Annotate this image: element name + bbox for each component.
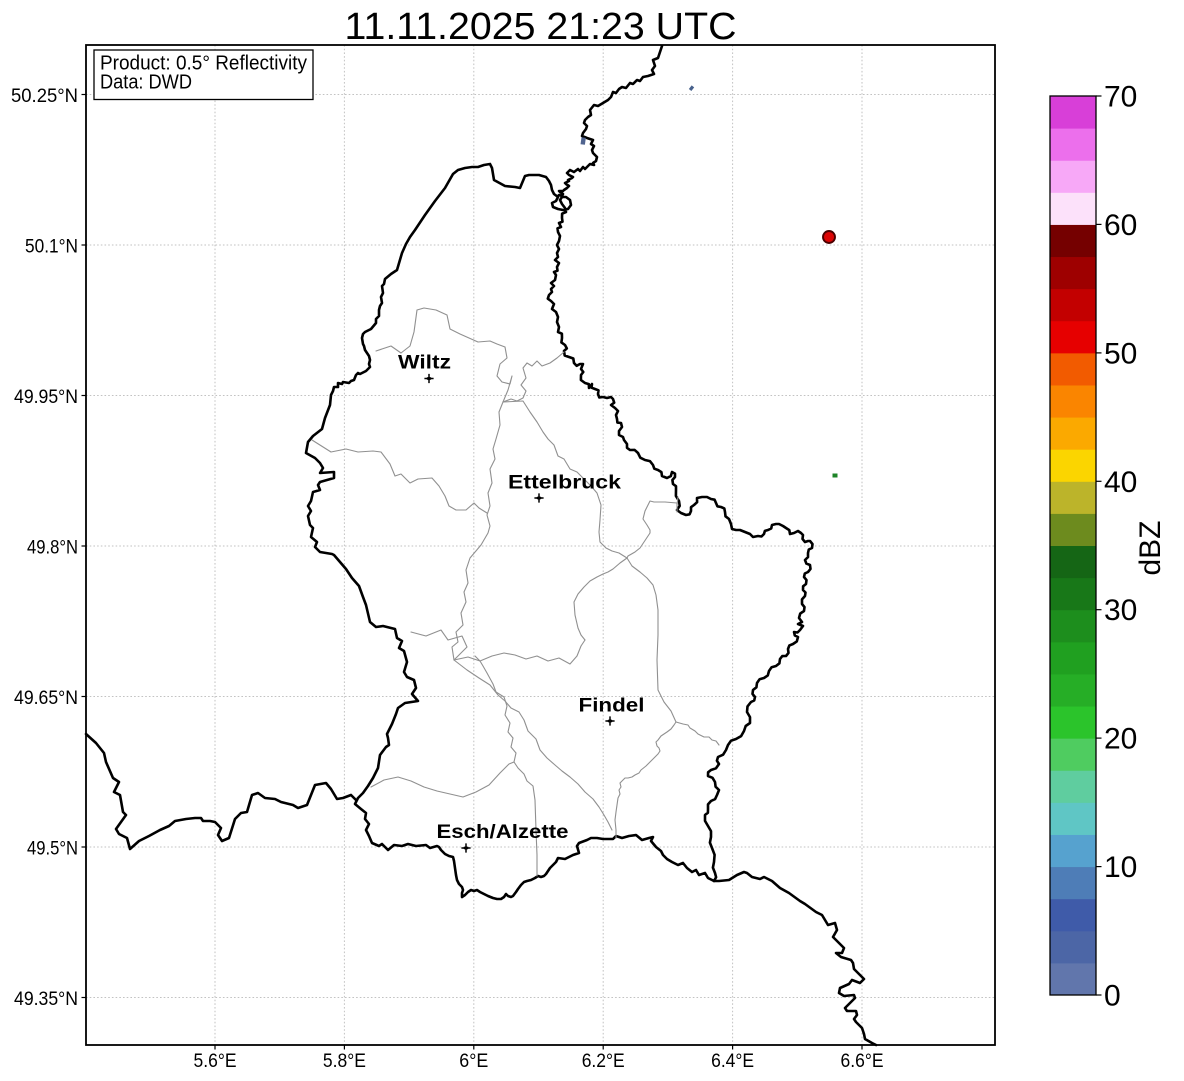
- svg-text:50.1°N: 50.1°N: [25, 236, 78, 258]
- svg-text:50: 50: [1104, 337, 1137, 370]
- svg-text:49.65°N: 49.65°N: [14, 687, 78, 709]
- svg-text:dBZ: dBZ: [1134, 520, 1167, 575]
- svg-text:49.35°N: 49.35°N: [14, 988, 78, 1010]
- svg-text:5.6°E: 5.6°E: [194, 1050, 237, 1072]
- svg-text:6.6°E: 6.6°E: [841, 1050, 884, 1072]
- svg-text:Esch/Alzette: Esch/Alzette: [437, 821, 569, 843]
- svg-text:20: 20: [1104, 723, 1137, 756]
- svg-text:Product: 0.5° Reflectivity: Product: 0.5° Reflectivity: [100, 53, 307, 75]
- svg-text:30: 30: [1104, 594, 1137, 627]
- svg-text:50.25°N: 50.25°N: [11, 85, 78, 107]
- svg-text:6°E: 6°E: [459, 1050, 488, 1072]
- svg-text:Data: DWD: Data: DWD: [100, 72, 192, 94]
- svg-text:Ettelbruck: Ettelbruck: [508, 472, 621, 494]
- svg-text:49.5°N: 49.5°N: [27, 838, 78, 860]
- svg-text:49.95°N: 49.95°N: [14, 386, 78, 408]
- svg-text:70: 70: [1104, 81, 1137, 114]
- svg-text:6.4°E: 6.4°E: [711, 1050, 754, 1072]
- svg-text:49.8°N: 49.8°N: [27, 537, 78, 559]
- svg-text:40: 40: [1104, 466, 1137, 499]
- svg-text:60: 60: [1104, 209, 1137, 242]
- svg-text:5.8°E: 5.8°E: [323, 1050, 366, 1072]
- svg-text:10: 10: [1104, 851, 1137, 884]
- svg-text:Wiltz: Wiltz: [398, 352, 451, 374]
- svg-text:Findel: Findel: [579, 695, 645, 717]
- svg-text:11.11.2025 21:23 UTC: 11.11.2025 21:23 UTC: [345, 6, 737, 48]
- svg-text:0: 0: [1104, 980, 1121, 1013]
- svg-text:6.2°E: 6.2°E: [582, 1050, 625, 1072]
